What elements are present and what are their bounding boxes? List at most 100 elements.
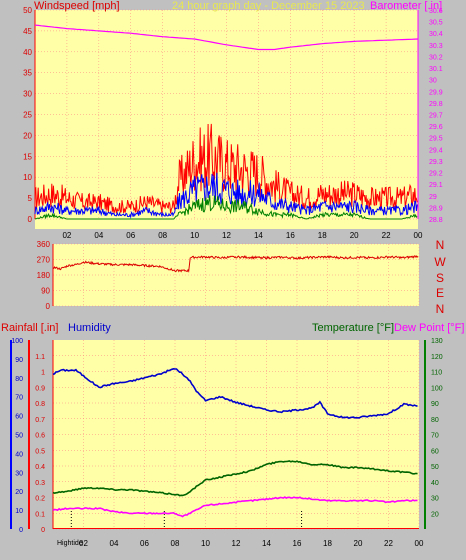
humidity-y-tick-label: 80 <box>15 376 23 383</box>
wind-y-tick-label: 50 <box>23 6 32 15</box>
wind-x-tick-label: 18 <box>318 231 327 240</box>
rain-y-tick-label: 1 <box>41 370 45 377</box>
barometer-y-tick-label: 29.8 <box>429 101 443 108</box>
wind-y-tick-label: 5 <box>28 194 33 203</box>
rain-y-tick-label: 0.6 <box>35 433 45 440</box>
rain-y-tick-label: 0.4 <box>35 464 45 471</box>
barometer-y-tick-label: 29.4 <box>429 147 443 154</box>
barometer-y-tick-label: 30 <box>429 78 437 85</box>
humidity-y-tick-label: 90 <box>15 357 23 364</box>
tick-labels: 0510152025303540455028.828.92929.129.229… <box>11 6 442 548</box>
graph-title: 24 hour graph day - December 15 2023 <box>172 0 365 12</box>
wind-y-tick-label: 15 <box>23 152 32 161</box>
climate-x-tick-label: 08 <box>171 539 180 548</box>
climate-x-tick-label: 20 <box>354 539 363 548</box>
rain-y-tick-label: 0 <box>41 527 45 534</box>
climate-x-tick-label: 22 <box>384 539 393 548</box>
barometer-y-tick-label: 30.6 <box>429 8 443 15</box>
wind-y-tick-label: 45 <box>23 27 32 36</box>
direction-n-top: N <box>436 238 445 252</box>
humidity-y-tick-label: 10 <box>15 508 23 515</box>
direction-y-tick-label: 90 <box>41 287 50 296</box>
wind-y-tick-label: 10 <box>23 173 32 182</box>
hightide-label: Hightide <box>57 540 83 547</box>
direction-y-tick-label: 360 <box>37 240 51 249</box>
wind-x-tick-label: 20 <box>350 231 359 240</box>
direction-s: S <box>436 271 444 285</box>
barometer-y-tick-label: 28.8 <box>429 217 443 224</box>
temperature-y-tick-label: 80 <box>431 417 439 424</box>
wind-x-tick-label: 16 <box>286 231 295 240</box>
temperature-series <box>52 460 418 497</box>
barometer-y-tick-label: 29 <box>429 194 437 201</box>
barometer-y-tick-label: 29.3 <box>429 159 443 166</box>
temperature-y-tick-label: 90 <box>431 401 439 408</box>
direction-n-bottom: N <box>436 302 445 316</box>
humidity-y-tick-label: 100 <box>11 338 23 345</box>
barometer-y-tick-label: 30.5 <box>429 20 443 27</box>
barometer-y-tick-label: 29.2 <box>429 171 443 178</box>
temperature-y-tick-label: 30 <box>431 496 439 503</box>
temperature-y-tick-label: 130 <box>431 338 443 345</box>
temperature-y-tick-label: 60 <box>431 448 439 455</box>
humidity-y-tick-label: 20 <box>15 489 23 496</box>
humidity-y-tick-label: 0 <box>19 527 23 534</box>
barometer-y-tick-label: 30.3 <box>429 43 443 50</box>
rain-y-tick-label: 0.7 <box>35 417 45 424</box>
humidity-y-tick-label: 70 <box>15 395 23 402</box>
temperature-title: Temperature [°F] <box>312 322 394 334</box>
humidity-y-tick-label: 50 <box>15 433 23 440</box>
climate-x-tick-label: 00 <box>415 539 424 548</box>
wind-y-tick-label: 25 <box>23 111 32 120</box>
wind-low-series <box>34 195 418 220</box>
humidity-y-tick-label: 40 <box>15 451 23 458</box>
climate-x-tick-label: 04 <box>110 539 119 548</box>
wind-x-tick-label: 00 <box>414 231 423 240</box>
barometer-y-tick-label: 29.6 <box>429 124 443 131</box>
rain-y-tick-label: 0.8 <box>35 401 45 408</box>
humidity-series <box>52 367 418 420</box>
climate-x-tick-label: 18 <box>323 539 332 548</box>
dew-point-series <box>52 496 418 518</box>
wind-y-tick-label: 40 <box>23 48 32 57</box>
direction-y-tick-label: 0 <box>46 302 51 311</box>
temperature-y-tick-label: 120 <box>431 354 443 361</box>
wind-gust-series <box>34 123 418 214</box>
direction-y-tick-label: 270 <box>37 256 51 265</box>
direction-e: E <box>436 286 444 300</box>
barometer-title: Barometer [.in] <box>370 0 442 12</box>
rainfall-title: Rainfall [.in] <box>1 322 58 334</box>
climate-x-tick-label: 06 <box>140 539 149 548</box>
direction-y-tick-label: 180 <box>37 271 51 280</box>
wind-x-tick-label: 14 <box>254 231 263 240</box>
rain-y-tick-label: 0.1 <box>35 511 45 518</box>
temperature-y-tick-label: 110 <box>431 370 442 377</box>
wind-y-tick-label: 0 <box>28 215 33 224</box>
barometer-y-tick-label: 29.5 <box>429 136 443 143</box>
temperature-y-tick-label: 50 <box>431 464 439 471</box>
temperature-y-tick-label: 100 <box>431 385 443 392</box>
wind-x-tick-label: 12 <box>222 231 231 240</box>
wind-y-tick-label: 35 <box>23 69 32 78</box>
wind-x-tick-label: 22 <box>382 231 391 240</box>
windspeed-title: Windspeed [mph] <box>34 0 120 12</box>
temperature-y-tick-label: 40 <box>431 480 439 487</box>
barometer-y-tick-label: 29.9 <box>429 89 443 96</box>
humidity-y-tick-label: 30 <box>15 470 23 477</box>
barometer-series <box>34 24 419 51</box>
wind-x-tick-label: 02 <box>62 231 71 240</box>
barometer-y-tick-label: 29.7 <box>429 113 443 120</box>
wind-average-series <box>34 172 418 219</box>
climate-x-tick-label: 10 <box>201 539 210 548</box>
wind-y-tick-label: 30 <box>23 90 32 99</box>
humidity-title: Humidity <box>68 322 111 334</box>
rain-y-tick-label: 0.3 <box>35 480 45 487</box>
rain-y-tick-label: 0.9 <box>35 385 45 392</box>
dewpoint-title: Dew Point [°F] <box>394 322 464 334</box>
temperature-y-tick-label: 20 <box>431 511 439 518</box>
barometer-y-tick-label: 30.1 <box>429 66 443 73</box>
rain-y-tick-label: 0.5 <box>35 448 45 455</box>
direction-letters: N W S E N <box>434 238 446 316</box>
